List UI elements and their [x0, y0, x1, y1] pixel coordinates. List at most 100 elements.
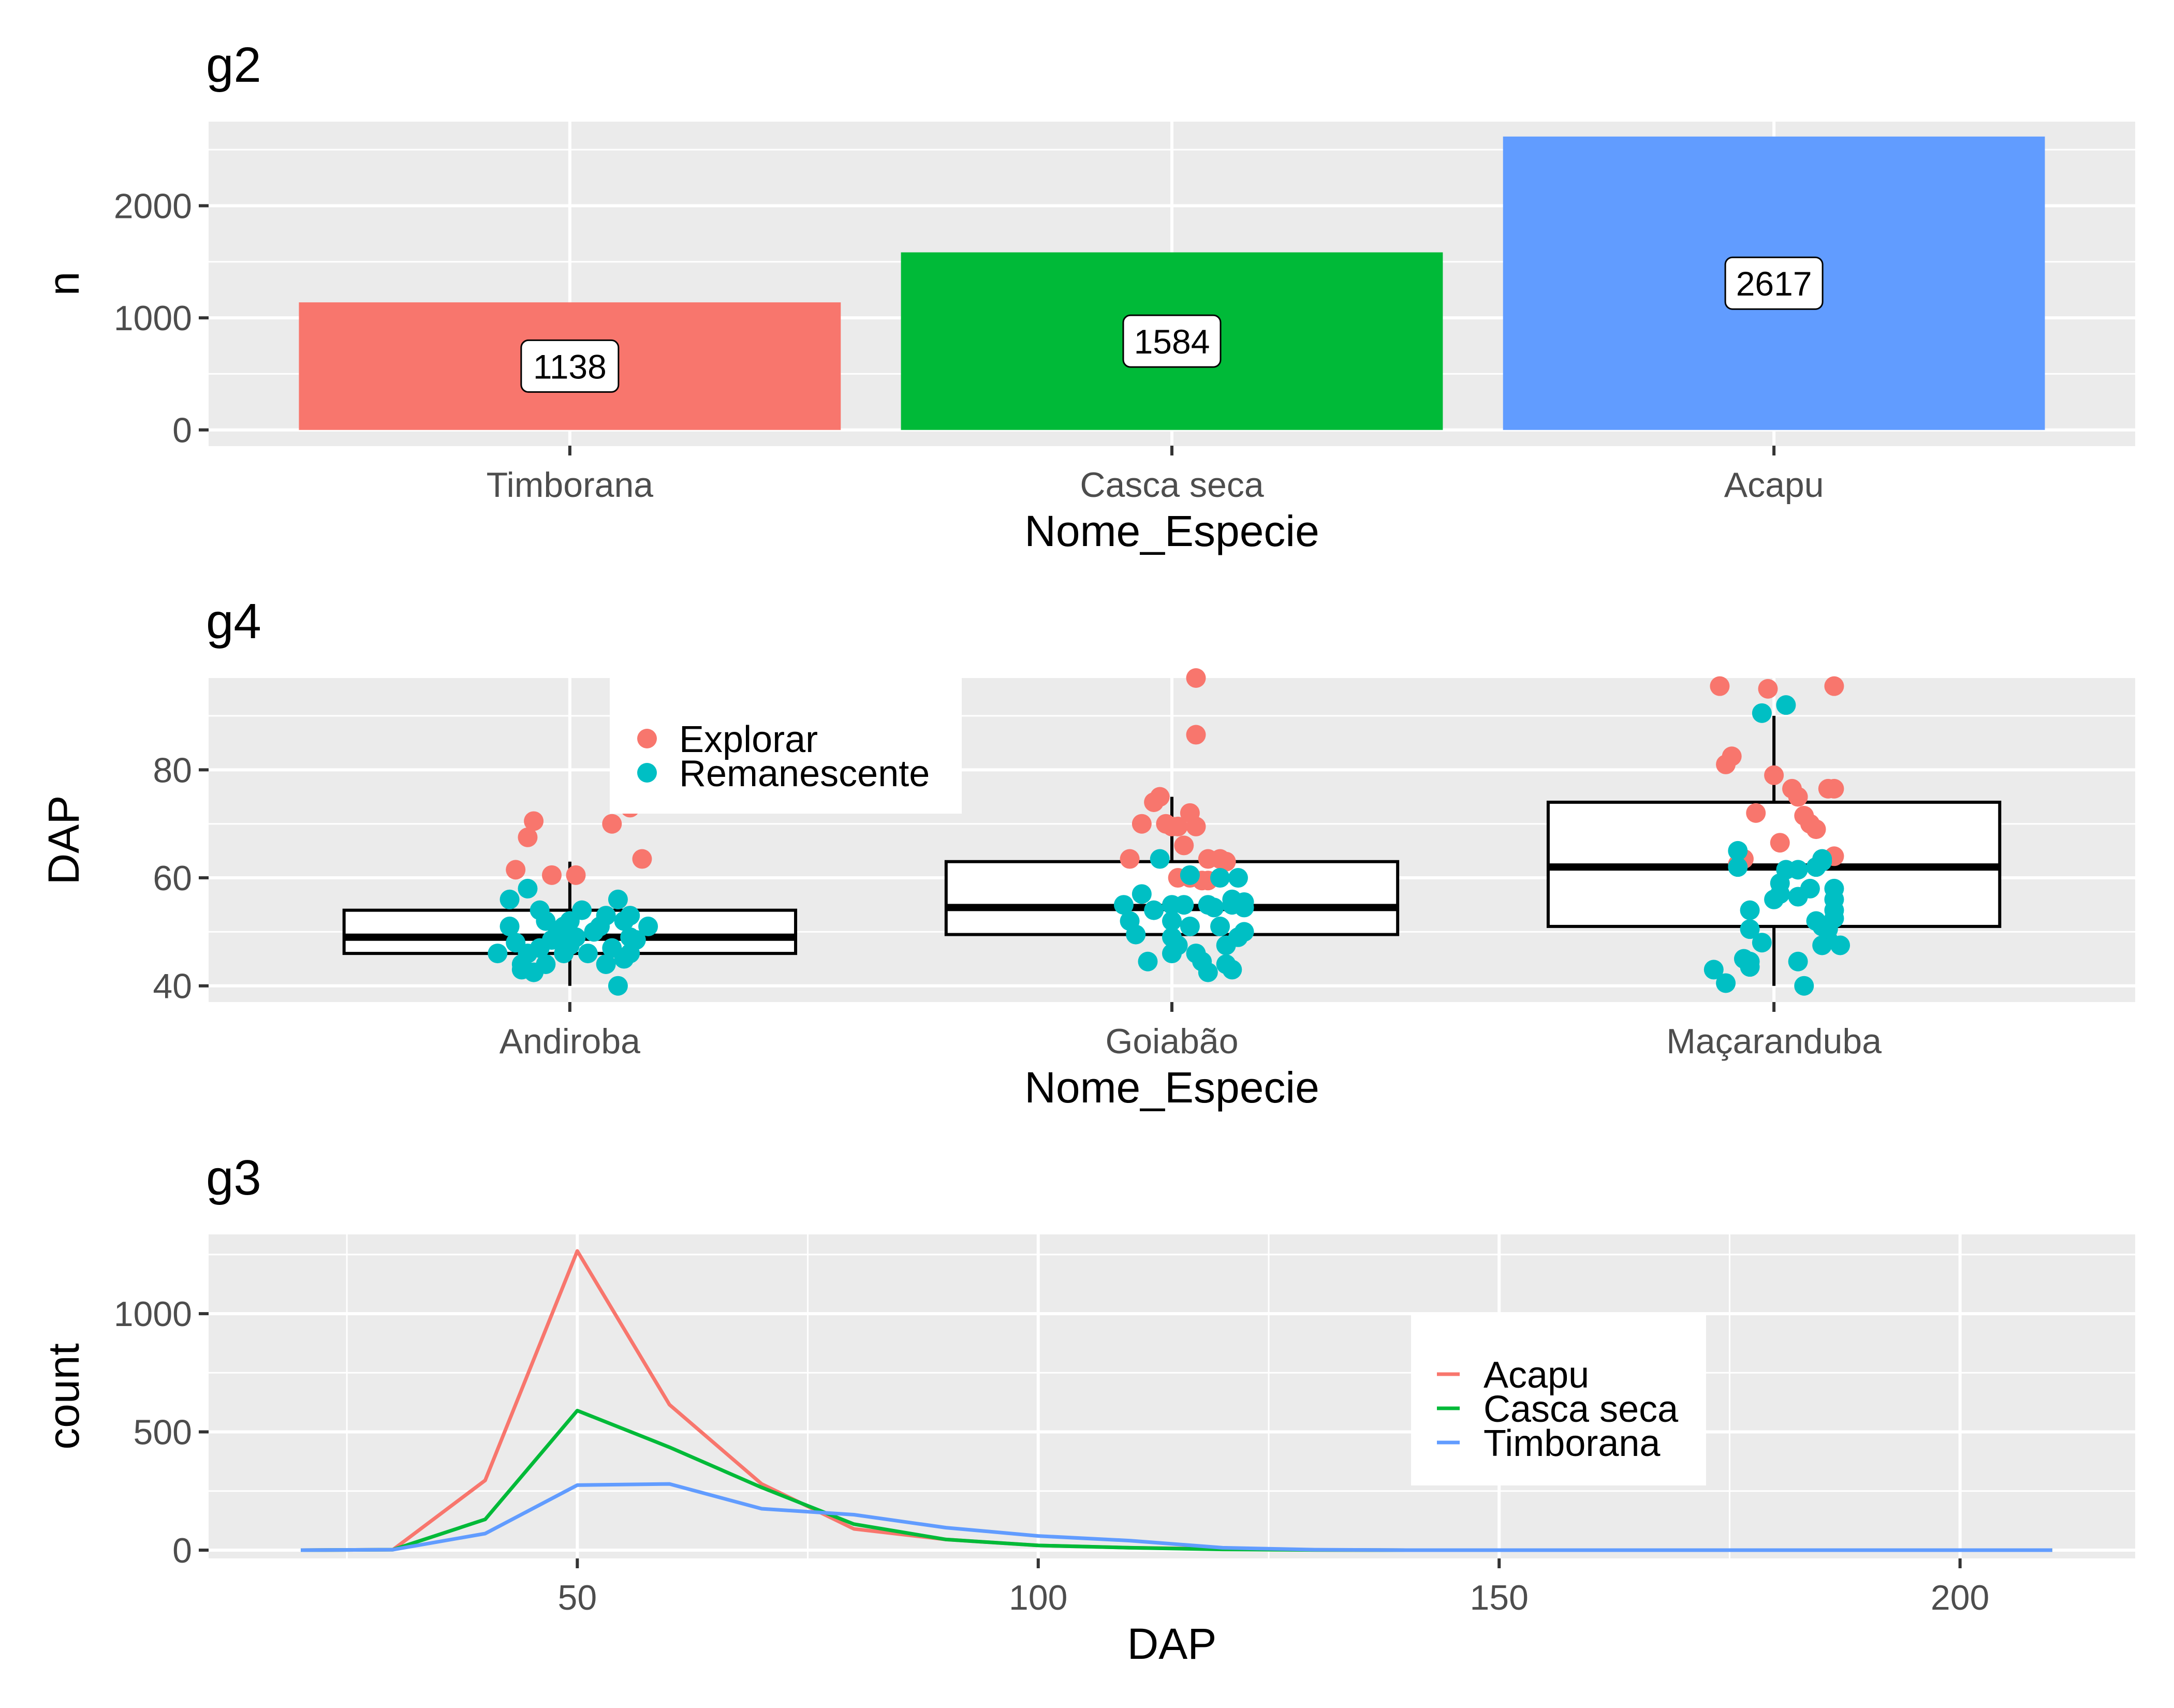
data-point — [1168, 935, 1188, 955]
data-point — [1234, 922, 1254, 942]
y-tick-label: 1000 — [114, 299, 192, 338]
data-point — [536, 954, 556, 974]
data-point — [632, 849, 652, 869]
x-tick-label: Maçaranduba — [1666, 1022, 1882, 1061]
data-point — [1722, 746, 1742, 767]
data-point — [1132, 884, 1152, 904]
y-axis-title: count — [39, 1343, 88, 1450]
x-axis-title: DAP — [1127, 1619, 1217, 1668]
lines — [301, 1249, 2052, 1552]
x-tick-label: 200 — [1931, 1578, 1989, 1617]
legend-label-acapu: Acapu — [1483, 1354, 1589, 1396]
data-point — [1752, 703, 1772, 723]
data-point — [566, 927, 586, 947]
data-point — [1180, 916, 1200, 936]
data-point — [524, 811, 544, 831]
data-point — [1210, 916, 1230, 936]
data-point — [518, 878, 538, 899]
axis-ticks: 0 500 1000 50 100 150 200 — [114, 1294, 1990, 1617]
data-label-box — [1122, 314, 1222, 368]
line-timborana — [301, 1482, 2052, 1552]
data-point — [1740, 900, 1760, 920]
data-point — [1144, 900, 1164, 920]
data-point — [1794, 976, 1814, 996]
data-point — [1812, 849, 1832, 869]
panel-g2: g2 1138 1584 2617 0 1000 2000 Timborana Casca … — [39, 37, 2135, 555]
data-point — [1776, 695, 1796, 715]
data-point — [1222, 960, 1242, 980]
legend-label-explorar: Explorar — [679, 719, 818, 760]
y-tick-label: 0 — [172, 1531, 192, 1570]
data-label-box — [520, 339, 620, 393]
legend-label-casca-seca: Casca seca — [1483, 1389, 1679, 1430]
legend-background — [1411, 1314, 1706, 1485]
data-point — [1198, 962, 1218, 982]
data-point — [518, 827, 538, 847]
data-point — [1788, 787, 1808, 807]
data-point — [1216, 851, 1236, 872]
data-point — [1132, 814, 1152, 834]
data-point — [1788, 951, 1808, 971]
y-tick-label: 40 — [153, 967, 192, 1006]
data-point — [506, 860, 526, 880]
data-point — [1788, 860, 1808, 880]
data-point — [1162, 911, 1182, 931]
data-point — [638, 916, 658, 936]
data-label: 1138 — [533, 347, 607, 386]
data-point — [541, 865, 562, 885]
axis-ticks: 0 1000 2000 Timborana Casca seca Acapu — [114, 186, 1824, 505]
x-tick-label: 150 — [1470, 1578, 1528, 1617]
y-tick-label: 80 — [153, 750, 192, 790]
data-point — [1186, 725, 1206, 745]
x-axis-title: Nome_Especie — [1024, 1063, 1319, 1112]
points-remanescente — [488, 695, 1850, 996]
legend-label-remanescente: Remanescente — [679, 753, 930, 794]
legend-key-remanescente — [637, 763, 657, 783]
data-point — [1752, 933, 1772, 953]
data-point — [1764, 765, 1784, 785]
y-tick-label: 1000 — [114, 1294, 192, 1334]
data-point — [572, 900, 592, 920]
x-tick-label: Timborana — [487, 465, 654, 505]
x-axis-title: Nome_Especie — [1024, 507, 1319, 555]
panel-title: g3 — [206, 1150, 261, 1205]
x-tick-label: 50 — [558, 1578, 597, 1617]
data-point — [1824, 676, 1844, 696]
legend-background — [610, 678, 962, 814]
y-tick-label: 2000 — [114, 186, 192, 226]
data-point — [596, 906, 616, 926]
data-point — [1168, 816, 1188, 836]
data-point — [1806, 819, 1826, 840]
bars: 1138 1584 2617 — [299, 136, 2045, 430]
legend: Explorar Remanescente — [610, 678, 962, 814]
data-point — [1234, 897, 1254, 918]
data-point — [1174, 835, 1194, 856]
y-tick-label: 500 — [134, 1413, 192, 1452]
data-point — [1728, 841, 1748, 861]
x-tick-label: 100 — [1009, 1578, 1067, 1617]
data-point — [1150, 787, 1170, 807]
axis-ticks: 40 60 80 Andiroba Goiabão Maçaranduba — [153, 750, 1882, 1061]
data-point — [1174, 895, 1194, 915]
data-point — [1228, 868, 1248, 888]
x-tick-label: Casca seca — [1080, 465, 1264, 505]
data-point — [566, 865, 586, 885]
panel-g4: g4 40 60 80 Andiroba Goiabão Maçaranduba Expl… — [39, 594, 2135, 1112]
data-label: 2617 — [1736, 264, 1812, 303]
data-point — [1716, 973, 1736, 993]
data-point — [1126, 924, 1146, 945]
y-tick-label: 60 — [153, 859, 192, 898]
x-tick-label: Andiroba — [500, 1022, 640, 1061]
data-point — [1113, 895, 1134, 915]
data-point — [1138, 951, 1158, 971]
data-point — [1710, 676, 1730, 696]
y-axis-title: n — [39, 272, 88, 296]
legend-label-timborana: Timborana — [1483, 1423, 1661, 1464]
data-point — [596, 954, 616, 974]
data-label-box — [1724, 256, 1824, 310]
y-tick-label: 0 — [172, 411, 192, 450]
data-point — [1150, 849, 1170, 869]
data-point — [1770, 833, 1790, 853]
boxes-and-points — [342, 668, 2002, 996]
